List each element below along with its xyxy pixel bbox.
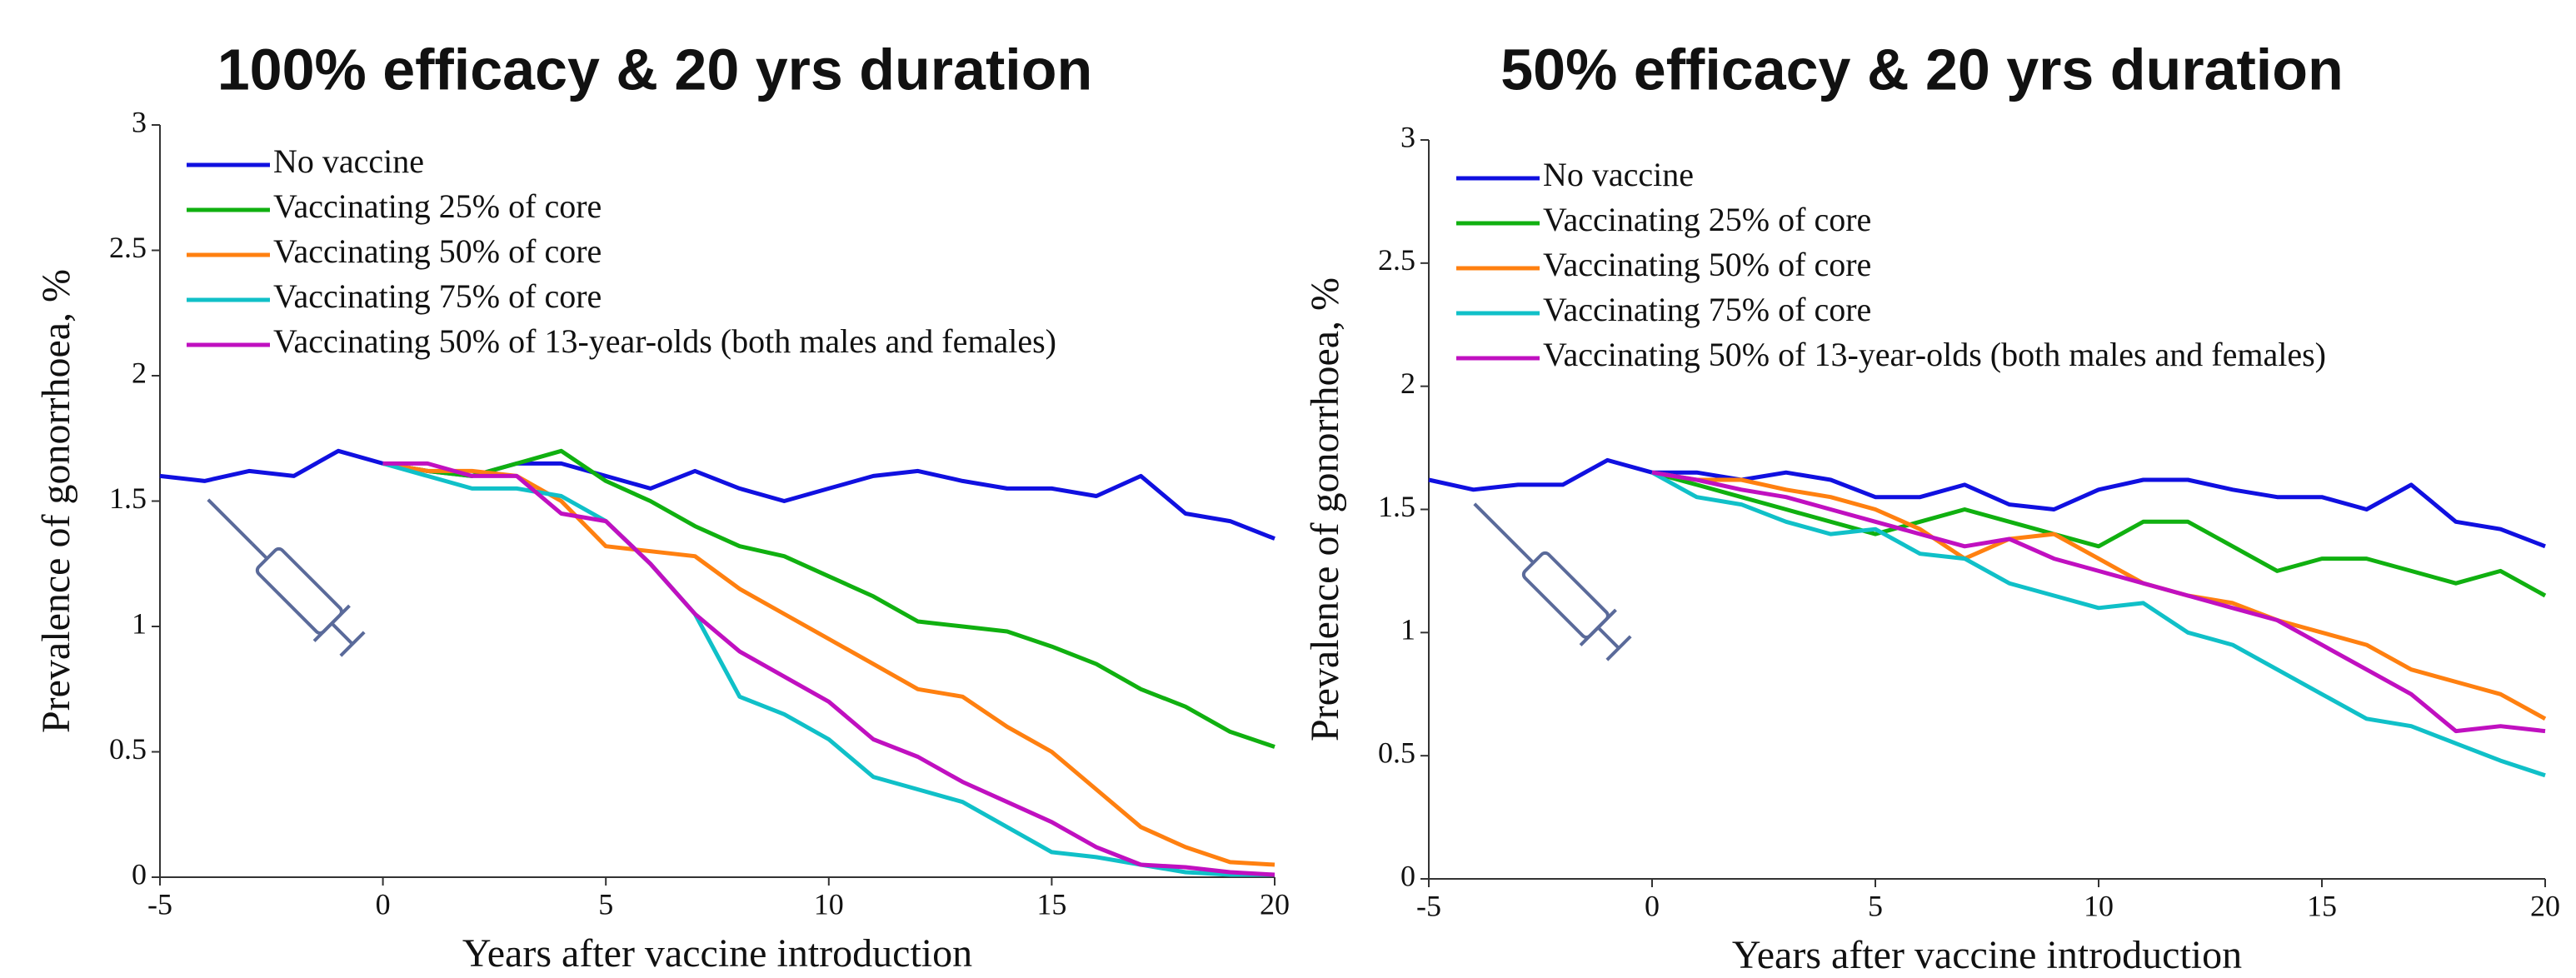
legend-label: Vaccinating 50% of 13-year-olds (both ma… [1543,336,2326,373]
series-line [1650,471,2546,778]
x-tick-label: 15 [2307,889,2337,922]
x-axis-label: Years after vaccine introduction [462,931,972,976]
y-tick-label: 1.5 [1378,490,1415,523]
legend-label: Vaccinating 25% of core [1543,201,1871,238]
y-axis-label: Prevalence of gonorrhoea, % [34,269,78,733]
y-tick-label: 1.5 [109,482,147,515]
y-tick-label: 3 [132,105,147,138]
series-line [1651,470,2546,734]
legend-label: Vaccinating 50% of core [273,232,602,270]
y-tick-label: 2.5 [109,231,147,264]
x-tick-label: 20 [2530,889,2560,922]
y-tick-label: 0 [1400,859,1415,892]
y-tick-label: 0.5 [1378,736,1415,769]
y-tick-label: 1 [132,606,147,640]
syringe-icon [207,498,1632,661]
series-line [382,461,1276,877]
x-tick-label: 10 [814,887,844,921]
y-tick-label: 2 [132,356,147,389]
chart-title: 100% efficacy & 20 yrs duration [217,37,1092,102]
x-tick-label: 20 [1260,887,1290,921]
chart-title: 50% efficacy & 20 yrs duration [1500,37,2344,102]
legend-label: Vaccinating 25% of core [273,187,602,225]
y-tick-label: 2 [1400,367,1415,400]
legend-label: No vaccine [1543,156,1694,193]
legend-label: Vaccinating 75% of core [1543,291,1871,328]
legend-label: Vaccinating 75% of core [273,277,602,315]
series-line [382,461,1276,867]
y-axis-label: Prevalence of gonorrhoea, % [1303,277,1347,741]
x-tick-label: 0 [376,887,391,921]
series-line [1428,457,2546,549]
legend-label: Vaccinating 50% of 13-year-olds (both ma… [273,322,1056,360]
x-tick-label: 15 [1036,887,1066,921]
x-tick-label: 5 [598,887,613,921]
y-tick-label: 0 [132,857,147,891]
series-line [382,461,1275,877]
legend-label: No vaccine [273,142,424,180]
x-tick-label: 10 [2084,889,2114,922]
x-tick-label: -5 [1416,889,1441,922]
legend-label: Vaccinating 50% of core [1543,246,1871,283]
x-tick-label: 5 [1868,889,1883,922]
y-tick-label: 1 [1400,613,1415,646]
x-tick-label: -5 [147,887,172,921]
y-tick-label: 2.5 [1378,243,1415,277]
y-tick-label: 3 [1400,120,1415,153]
series-line [1651,470,2547,598]
x-tick-label: 0 [1645,889,1660,922]
y-tick-label: 0.5 [109,732,147,766]
series-line [382,448,1276,749]
x-axis-label: Years after vaccine introduction [1732,933,2242,977]
series-line [159,448,1276,541]
series-line [1651,470,2547,721]
